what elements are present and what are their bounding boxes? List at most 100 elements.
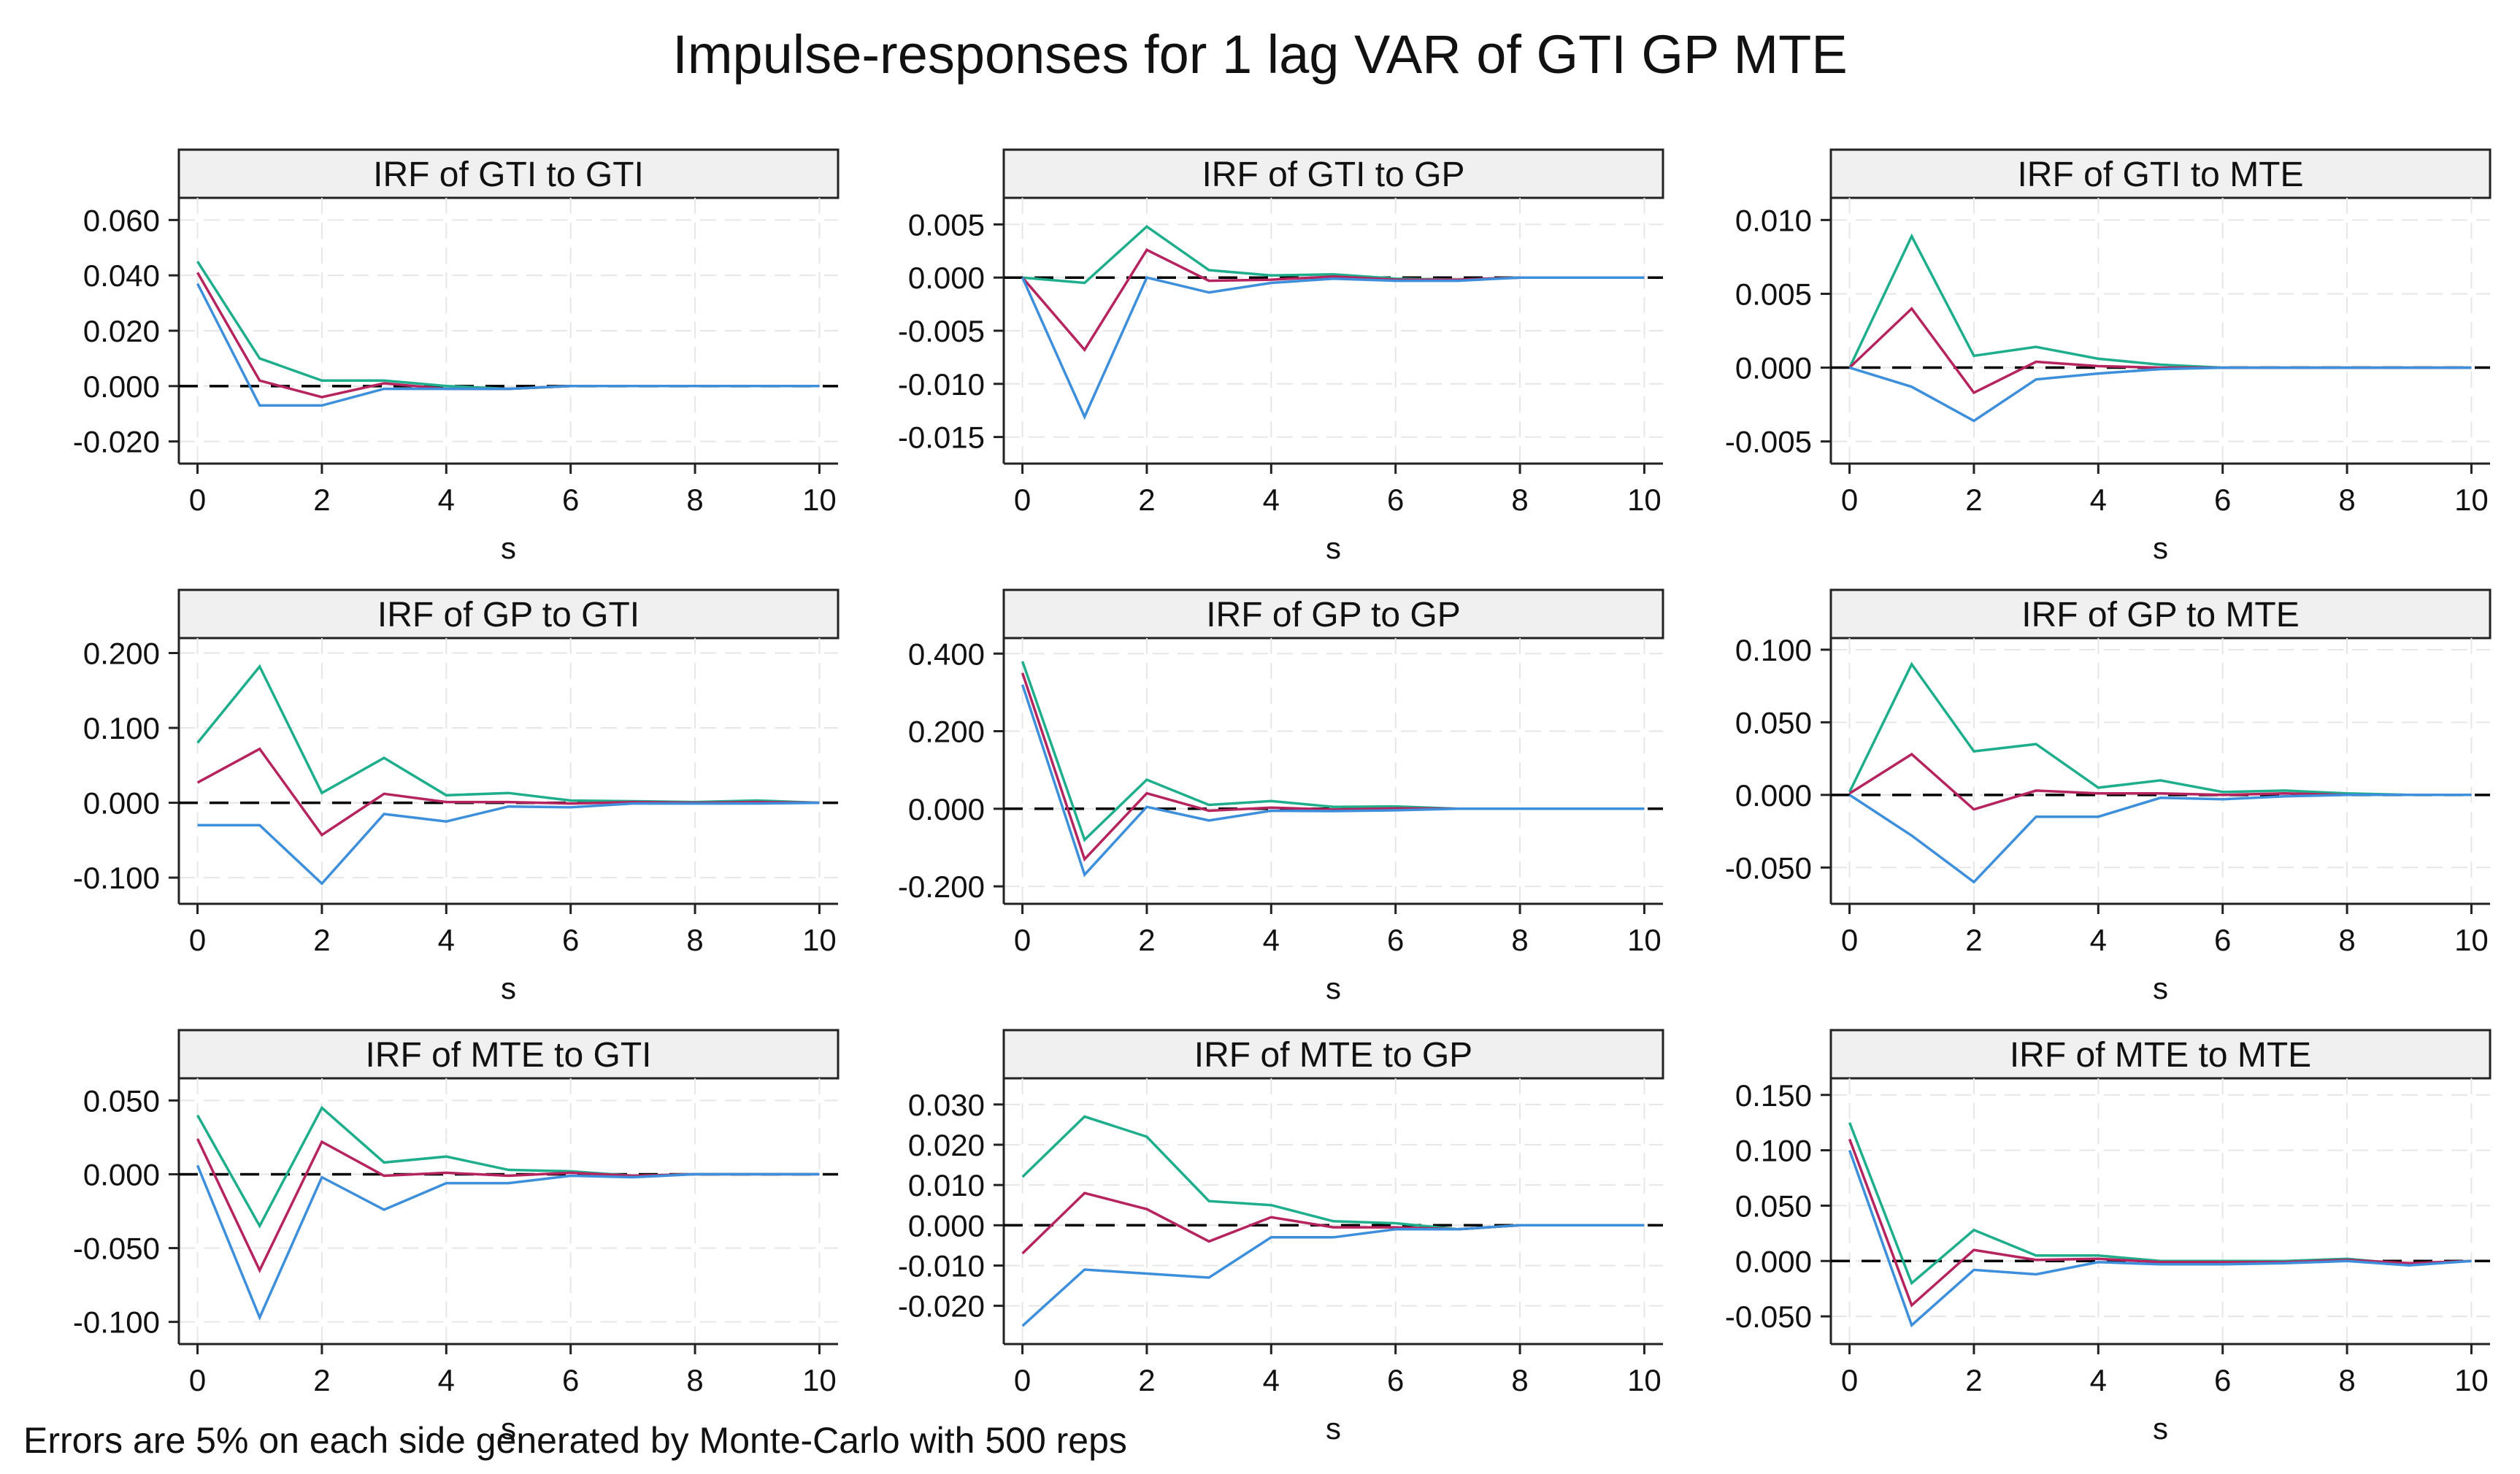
y-tick-label: 0.010 (1735, 203, 1812, 237)
y-tick-label: 0.000 (908, 261, 985, 295)
series-line-upper (196, 664, 820, 805)
panel-title: IRF of GP to MTE (2021, 596, 2300, 634)
x-tick-label: 6 (2214, 483, 2231, 517)
x-tick-label: 6 (562, 483, 579, 517)
series-line-lower (1848, 1150, 2472, 1328)
panel-strip (1002, 588, 1664, 640)
x-tick-label: 0 (189, 1363, 206, 1397)
panel-strip (1002, 148, 1664, 199)
y-tick-label: 0.060 (83, 203, 160, 237)
panel-title: IRF of GTI to GP (1202, 156, 1464, 194)
x-tick-label: 4 (2090, 923, 2107, 957)
series-line-lower (1848, 794, 2472, 884)
x-axis-title: s (1326, 1411, 1341, 1446)
y-tick-label: -0.050 (1725, 851, 1812, 885)
x-tick-label: 2 (1965, 923, 1982, 957)
x-tick-label: 4 (438, 923, 455, 957)
series-line-lower (197, 801, 820, 886)
x-tick-label: 10 (802, 923, 837, 957)
x-tick-label: 6 (562, 923, 579, 957)
y-tick-label: 0.020 (908, 1128, 985, 1162)
irf-panel: IRF of GP to GTI -0.100 0.000 0.100 0.200 0 2 4… (73, 588, 840, 1005)
y-tick-label: 0.100 (1735, 633, 1812, 667)
x-tick-label: 2 (1138, 1363, 1155, 1397)
panel-strip (1829, 588, 2492, 640)
x-tick-label: 4 (438, 483, 455, 517)
series-line-lower (1021, 1224, 1645, 1327)
series-line-irf (1021, 248, 1645, 353)
x-tick-label: 0 (189, 483, 206, 517)
x-tick-label: 10 (2454, 1363, 2489, 1397)
x-axis-title: s (1326, 531, 1341, 565)
x-tick-label: 2 (1965, 1363, 1982, 1397)
y-tick-label: 0.010 (908, 1168, 985, 1202)
irf-panel: IRF of GP to MTE -0.050 0.000 0.050 0.100 0 2 4… (1725, 588, 2492, 1005)
y-tick-label: 0.000 (1735, 1244, 1812, 1278)
x-tick-label: 4 (1263, 1363, 1280, 1397)
x-tick-label: 4 (1263, 483, 1280, 517)
y-tick-label: 0.000 (908, 1208, 985, 1243)
x-tick-label: 6 (1387, 483, 1404, 517)
x-tick-label: 6 (2214, 923, 2231, 957)
x-tick-label: 6 (1387, 923, 1404, 957)
panel-strip (177, 588, 840, 640)
series-line-lower (1021, 276, 1645, 421)
panel-strip (1002, 1029, 1664, 1080)
irf-panel: IRF of GTI to GTI -0.020 0.000 0.020 0.040 0.… (73, 148, 840, 565)
y-tick-label: 0.000 (908, 792, 985, 826)
x-axis-title: s (2153, 1411, 2168, 1446)
x-tick-label: 2 (313, 483, 330, 517)
y-tick-label: -0.100 (73, 861, 160, 895)
y-tick-label: 0.000 (83, 786, 160, 821)
x-tick-label: 4 (438, 1363, 455, 1397)
panel-title: IRF of GTI to GTI (373, 156, 644, 194)
series-line-upper (196, 261, 820, 391)
y-tick-label: -0.005 (1725, 425, 1812, 459)
series-line-irf (196, 272, 820, 399)
panel-title: IRF of GTI to MTE (2017, 156, 2303, 194)
x-tick-label: 8 (686, 923, 703, 957)
x-tick-label: 8 (2338, 1363, 2355, 1397)
y-tick-label: -0.015 (898, 421, 985, 455)
x-tick-label: 10 (2454, 483, 2489, 517)
x-tick-label: 2 (1138, 483, 1155, 517)
y-tick-label: 0.050 (83, 1083, 160, 1118)
x-tick-label: 6 (2214, 1363, 2231, 1397)
panel-strip (177, 148, 840, 199)
x-tick-label: 0 (1841, 1363, 1858, 1397)
x-axis-title: s (501, 531, 516, 565)
irf-panel: IRF of GP to GP -0.200 0.000 0.200 0.400 0 2 4 6… (898, 588, 1664, 1005)
x-tick-label: 10 (2454, 923, 2489, 957)
x-tick-label: 8 (2338, 923, 2355, 957)
x-tick-label: 0 (1014, 923, 1031, 957)
series-line-irf (1021, 1191, 1645, 1255)
series-line-lower (1849, 366, 2472, 423)
irf-panel: IRF of GTI to GP -0.015 -0.010 -0.005 0.000 0… (898, 148, 1664, 565)
x-tick-label: 4 (2090, 483, 2107, 517)
series-line-lower (1021, 684, 1645, 878)
irf-panel: IRF of MTE to GP -0.020 -0.010 0.000 0.010 0.… (898, 1029, 1664, 1446)
x-tick-label: 2 (1965, 483, 1982, 517)
y-tick-label: -0.010 (898, 1248, 985, 1283)
y-tick-label: 0.005 (908, 207, 985, 242)
y-tick-label: -0.200 (898, 870, 985, 904)
series-line-irf (1848, 752, 2472, 811)
x-tick-label: 8 (686, 1363, 703, 1397)
y-tick-label: -0.005 (898, 314, 985, 348)
y-tick-label: -0.050 (73, 1232, 160, 1266)
x-axis-title: s (2153, 971, 2168, 1005)
x-tick-label: 2 (1138, 923, 1155, 957)
y-tick-label: -0.100 (73, 1305, 160, 1340)
irf-panel: IRF of MTE to GTI -0.100 -0.050 0.000 0.050 0… (73, 1029, 840, 1446)
x-axis-title: s (1326, 971, 1341, 1005)
y-tick-label: -0.020 (73, 425, 160, 459)
panel-grid: IRF of GTI to GTI -0.020 0.000 0.020 0.040 0.… (73, 148, 2492, 1446)
y-tick-label: 0.000 (1735, 351, 1812, 385)
figure-title: Impulse-responses for 1 lag VAR of GTI G… (672, 24, 1847, 85)
y-tick-label: 0.200 (83, 637, 160, 671)
y-tick-label: 0.100 (1735, 1134, 1812, 1168)
series-line-lower (196, 1164, 820, 1321)
x-tick-label: 8 (686, 483, 703, 517)
y-tick-label: 0.000 (83, 369, 160, 404)
